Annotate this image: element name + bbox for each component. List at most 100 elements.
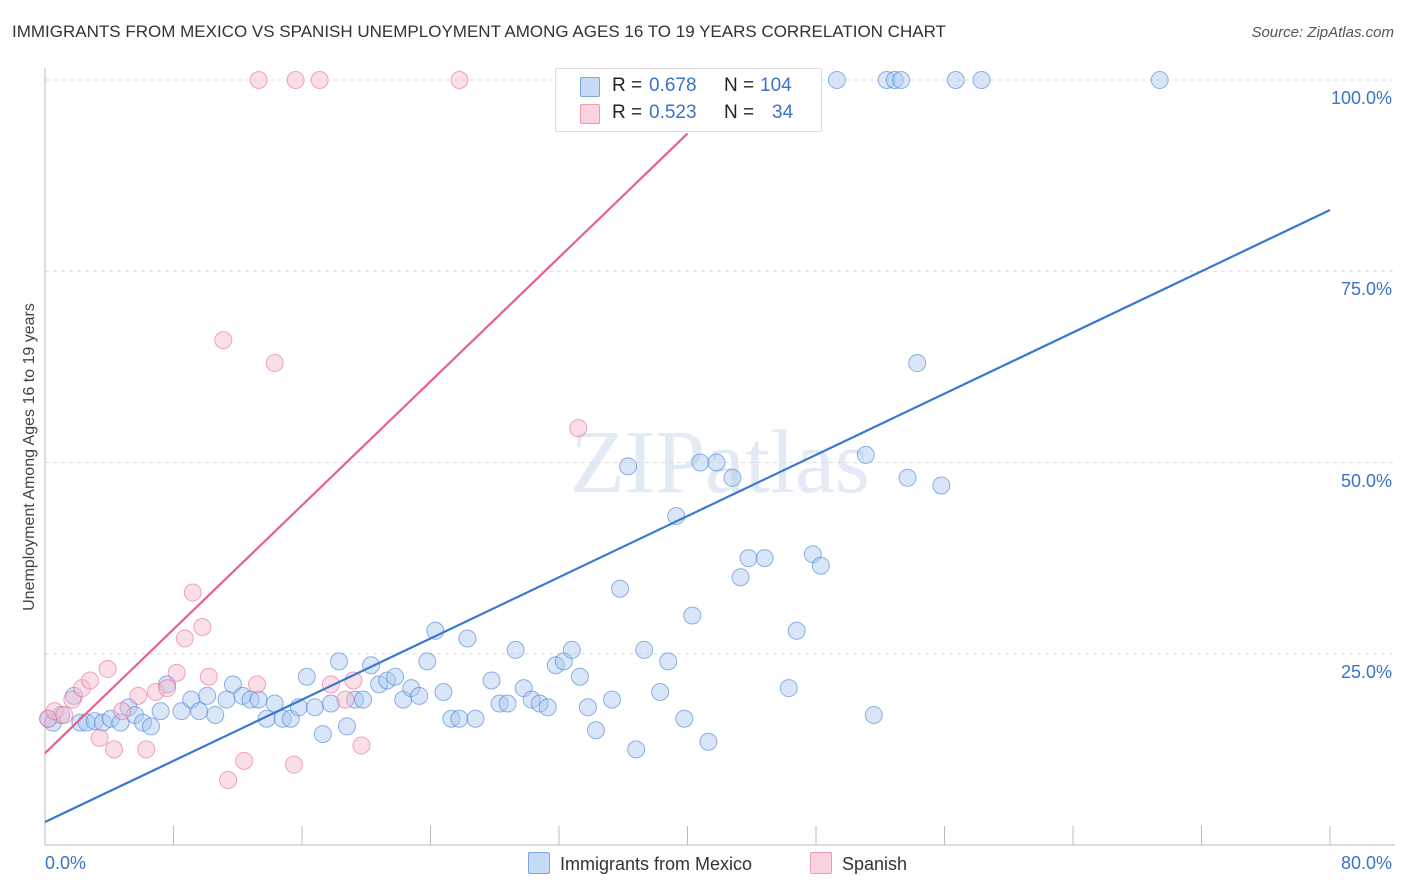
series-mexico-points [39, 71, 1169, 759]
bottom-legend-spanish: Spanish [810, 852, 907, 875]
mexico-point-46 [418, 652, 437, 671]
spanish-point-15 [175, 629, 194, 648]
spanish-point-7 [98, 660, 117, 679]
mexico-point-83 [739, 549, 758, 568]
mexico-point-75 [675, 709, 694, 728]
spanish-point-1 [45, 702, 64, 721]
source-label: Source: ZipAtlas.com [1251, 24, 1394, 41]
mexico-point-52 [466, 709, 485, 728]
mexico-point-64 [570, 667, 589, 686]
spanish-point-20 [219, 770, 238, 789]
correlation-legend: R = 0.678 N = 104 R = 0.523 N = 34 [555, 68, 822, 132]
spanish-point-17 [193, 617, 212, 636]
mexico-point-97 [892, 71, 911, 89]
legend-n-label: N = [724, 102, 755, 123]
mexico-point-21 [217, 690, 236, 709]
mexico-point-63 [562, 640, 581, 659]
spanish-point-6 [90, 728, 109, 747]
bottom-legend-swatch-mexico [528, 852, 550, 874]
legend-r-label: R = [612, 75, 643, 96]
mexico-point-50 [450, 709, 469, 728]
legend-n-value: 104 [760, 75, 792, 96]
mexico-point-81 [723, 468, 742, 487]
spanish-point-23 [265, 354, 284, 373]
mexico-point-70 [627, 740, 646, 759]
spanish-point-9 [113, 702, 132, 721]
spanish-point-18 [199, 667, 218, 686]
mexico-point-91 [811, 556, 830, 575]
mexico-point-53 [482, 671, 501, 690]
legend-swatch-spanish [580, 104, 600, 124]
y-tick-label-0: 100.0% [1330, 88, 1392, 108]
mexico-point-73 [659, 652, 678, 671]
mexico-point-92 [827, 71, 846, 89]
legend-r-value: 0.523 [649, 102, 697, 123]
series-spanish-points [39, 71, 588, 789]
x-tick-label-max: 80.0% [1340, 853, 1392, 873]
spanish-point-22 [249, 71, 268, 89]
mexico-point-100 [932, 476, 951, 495]
mexico-point-93 [856, 445, 875, 464]
mexico-point-101 [946, 71, 965, 89]
mexico-point-31 [297, 667, 316, 686]
chart-title: IMMIGRANTS FROM MEXICO VS SPANISH UNEMPL… [12, 22, 946, 41]
spanish-point-30 [450, 71, 469, 89]
legend-r-value: 0.678 [649, 75, 697, 96]
spanish-point-21 [235, 751, 254, 770]
mexico-point-78 [699, 732, 718, 751]
mexico-point-38 [354, 690, 373, 709]
spanish-point-24 [284, 755, 303, 774]
spanish-point-13 [158, 679, 177, 698]
spanish-point-12 [146, 683, 165, 701]
legend-swatch-mexico [580, 77, 600, 97]
mexico-point-19 [198, 686, 217, 705]
mexico-point-77 [691, 453, 710, 472]
y-tick-label-2: 50.0% [1340, 470, 1392, 491]
spanish-point-5 [80, 671, 99, 690]
mexico-point-98 [898, 468, 917, 487]
mexico-point-4 [71, 713, 90, 732]
mexico-point-34 [321, 694, 340, 713]
legend-n-value: 34 [772, 102, 794, 123]
spanish-point-29 [352, 736, 371, 755]
legend-n-label: N = [724, 75, 755, 96]
spanish-point-25 [286, 71, 305, 89]
mexico-point-45 [410, 686, 429, 705]
mexico-point-60 [538, 698, 557, 717]
spanish-point-8 [105, 740, 124, 759]
mexico-point-102 [972, 71, 991, 89]
mexico-point-48 [434, 683, 453, 701]
mexico-point-71 [635, 640, 654, 659]
mexico-point-103 [1150, 71, 1169, 89]
axes [44, 68, 1395, 846]
mexico-point-88 [787, 621, 806, 640]
mexico-point-72 [651, 683, 670, 701]
spanish-point-31 [569, 419, 588, 438]
mexico-point-99 [908, 354, 927, 373]
mexico-point-25 [249, 690, 268, 709]
gridlines [45, 79, 1395, 655]
trend-lines [44, 132, 1331, 824]
mexico-point-55 [498, 694, 517, 713]
mexico-point-96 [885, 71, 904, 89]
spanish-point-16 [183, 583, 202, 602]
mexico-point-13 [142, 717, 161, 736]
mexico-point-35 [329, 652, 348, 671]
spanish-point-19 [214, 331, 233, 350]
spanish-point-33 [321, 675, 340, 694]
mexico-point-87 [779, 679, 798, 698]
mexico-trend-line [44, 209, 1331, 824]
mexico-point-76 [683, 606, 702, 625]
mexico-point-69 [619, 457, 638, 476]
mexico-point-67 [603, 690, 622, 709]
mexico-point-14 [151, 702, 170, 721]
mexico-point-82 [731, 568, 750, 587]
mexico-point-68 [611, 579, 630, 598]
spanish-point-32 [248, 675, 267, 694]
mexico-point-33 [313, 725, 332, 744]
spanish-point-3 [63, 690, 82, 709]
mexico-point-94 [864, 705, 883, 724]
bottom-legend-swatch-spanish [810, 852, 832, 874]
mexico-point-20 [206, 705, 225, 724]
